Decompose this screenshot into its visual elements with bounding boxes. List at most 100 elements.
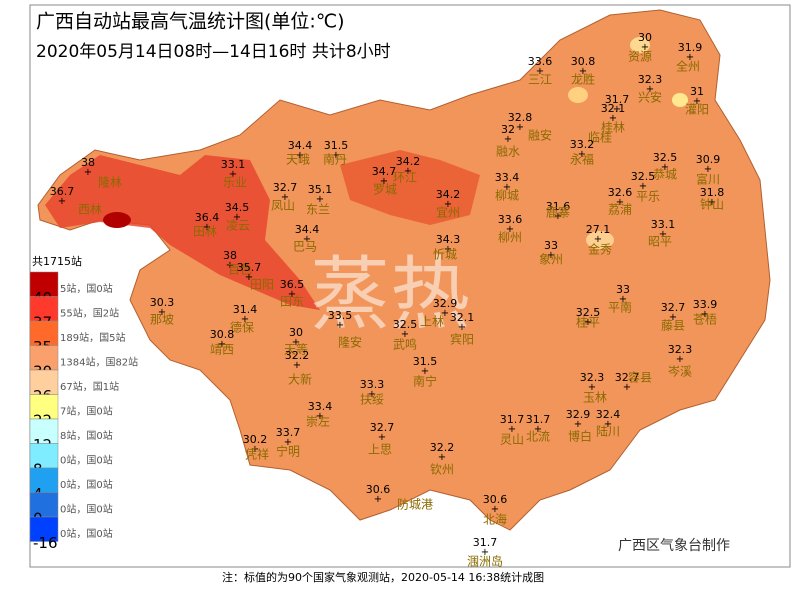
station-value: 30.6	[483, 493, 508, 506]
station-marker: +	[536, 66, 544, 77]
legend-item-label: 0站，国0站	[60, 527, 113, 540]
station-value: 31.8	[700, 186, 725, 199]
station-name: 融安	[528, 128, 552, 143]
station-name: 藤县	[661, 319, 685, 333]
station-name: 三江	[528, 73, 552, 87]
station-marker: +	[316, 411, 324, 422]
watermark: 蒸热	[310, 248, 470, 341]
legend-swatch	[29, 418, 59, 444]
station-marker: +	[616, 197, 624, 208]
station-value: 31.6	[546, 200, 571, 213]
station-value: 38	[223, 249, 237, 262]
station-value: 31	[690, 85, 704, 98]
station-value: 30.3	[150, 296, 175, 309]
station-value: 32.4	[596, 408, 621, 421]
station-marker: +	[641, 42, 649, 53]
station-name: 南丹	[323, 152, 347, 167]
station-value: 31.9	[678, 41, 703, 54]
station-name: 防城港	[397, 497, 433, 512]
legend-swatch	[29, 369, 59, 395]
station-value: 30.2	[243, 433, 268, 446]
station-marker: +	[296, 150, 304, 161]
station-value: 32.9	[433, 297, 458, 310]
station-name: 隆安	[338, 335, 362, 350]
legend-item-label: 67站，国1站	[60, 380, 119, 393]
station-marker: +	[661, 162, 669, 173]
station-marker: +	[609, 113, 617, 124]
station-marker: +	[708, 197, 716, 208]
station-value: 32	[501, 123, 515, 136]
legend-item-label: 0站，国0站	[60, 503, 113, 516]
station-marker: +	[676, 354, 684, 365]
station-value: 32.5	[576, 306, 601, 319]
station-value: 33	[616, 283, 630, 296]
station-marker: +	[579, 66, 587, 77]
station-marker: +	[604, 419, 612, 430]
station-marker: +	[401, 329, 409, 340]
station-name: 永福	[570, 152, 594, 167]
station-name: 桂林	[601, 120, 625, 135]
station-marker: +	[229, 169, 237, 180]
station-marker: +	[218, 339, 226, 350]
station-value: 35.7	[237, 261, 262, 274]
station-value: 30	[638, 31, 652, 44]
station-marker: +	[534, 424, 542, 435]
station-marker: +	[506, 224, 514, 235]
station-value: 32.3	[668, 343, 693, 356]
station-value: 33.5	[328, 309, 353, 322]
station-name: 容县	[628, 370, 652, 385]
station-name: 资源	[628, 50, 652, 64]
station-name: 鹿寨	[546, 205, 570, 220]
station-marker: +	[288, 289, 296, 300]
station-value: 33.3	[360, 378, 385, 391]
station-name: 平南	[608, 300, 632, 315]
station-value: 32.9	[566, 408, 591, 421]
station-name: 东兰	[306, 203, 330, 217]
station-marker: +	[378, 432, 386, 443]
station-value: 34.5	[225, 201, 250, 214]
station-name: 西林	[78, 203, 102, 217]
station-name: 柳城	[495, 189, 519, 203]
station-value: 33.4	[308, 400, 333, 413]
station-name: 北海	[483, 512, 507, 527]
station-marker: +	[332, 150, 340, 161]
station-marker: +	[588, 382, 596, 393]
station-name: 龙胜	[571, 72, 595, 87]
station-marker: +	[693, 96, 701, 107]
station-marker: +	[245, 272, 253, 283]
station-value: 38	[81, 156, 95, 169]
hot-zone	[340, 150, 480, 225]
station-marker: +	[574, 419, 582, 430]
legend-item-label: 1384站，国82站	[60, 356, 138, 369]
legend-swatch	[29, 394, 59, 420]
legend-item-label: 55站，国2站	[60, 307, 119, 320]
station-marker: +	[646, 84, 654, 95]
legend-item-label: 189站，国5站	[60, 331, 125, 344]
legend-swatch	[29, 443, 59, 469]
station-marker: +	[623, 382, 631, 393]
station-value: 34.4	[295, 223, 320, 236]
station-marker: +	[292, 337, 300, 348]
station-value: 27.1	[586, 223, 611, 236]
legend-swatch	[29, 467, 59, 493]
station-marker: +	[58, 196, 66, 207]
station-marker: +	[441, 308, 449, 319]
station-name: 上思	[368, 443, 392, 457]
station-marker: +	[444, 199, 452, 210]
station-name: 百色	[228, 263, 252, 277]
station-marker: +	[293, 360, 301, 371]
station-marker: +	[251, 444, 259, 455]
legend-threshold: -16	[33, 534, 58, 552]
station-marker: +	[458, 322, 466, 333]
station-name: 扶绥	[360, 392, 384, 407]
station-name: 苍梧	[693, 312, 717, 327]
station-name: 博白	[568, 429, 592, 444]
map-title: 广西自动站最高气温统计图(单位:℃)	[36, 11, 345, 33]
station-name: 象州	[539, 253, 563, 267]
station-value: 34.3	[436, 233, 461, 246]
station-name: 全州	[676, 59, 700, 74]
station-name: 融水	[496, 145, 520, 159]
legend-swatch	[29, 271, 59, 297]
station-marker: +	[336, 320, 344, 331]
